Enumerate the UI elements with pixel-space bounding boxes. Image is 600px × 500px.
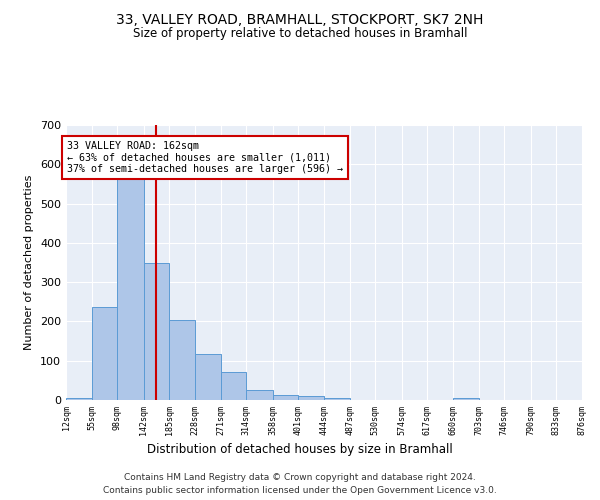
Bar bbox=[221, 372, 247, 400]
Text: 33 VALLEY ROAD: 162sqm
← 63% of detached houses are smaller (1,011)
37% of semi-: 33 VALLEY ROAD: 162sqm ← 63% of detached… bbox=[67, 140, 343, 174]
Bar bbox=[453, 398, 479, 400]
Bar bbox=[66, 398, 92, 400]
Text: Distribution of detached houses by size in Bramhall: Distribution of detached houses by size … bbox=[147, 442, 453, 456]
Text: Contains public sector information licensed under the Open Government Licence v3: Contains public sector information licen… bbox=[103, 486, 497, 495]
Bar bbox=[92, 306, 118, 400]
Bar bbox=[272, 395, 298, 400]
Bar bbox=[169, 320, 195, 400]
Bar bbox=[143, 264, 169, 400]
Bar bbox=[195, 354, 221, 400]
Text: Size of property relative to detached houses in Bramhall: Size of property relative to detached ho… bbox=[133, 28, 467, 40]
Text: 33, VALLEY ROAD, BRAMHALL, STOCKPORT, SK7 2NH: 33, VALLEY ROAD, BRAMHALL, STOCKPORT, SK… bbox=[116, 12, 484, 26]
Y-axis label: Number of detached properties: Number of detached properties bbox=[25, 175, 34, 350]
Bar bbox=[247, 390, 272, 400]
Bar bbox=[324, 398, 350, 400]
Text: Contains HM Land Registry data © Crown copyright and database right 2024.: Contains HM Land Registry data © Crown c… bbox=[124, 472, 476, 482]
Bar bbox=[118, 169, 143, 400]
Bar bbox=[298, 396, 324, 400]
